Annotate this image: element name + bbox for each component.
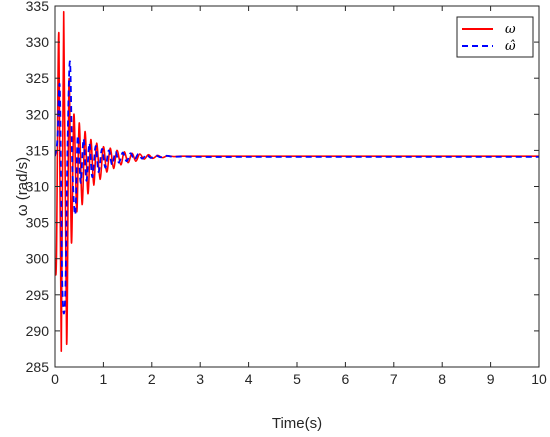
- x-tick-label: 0: [51, 371, 59, 387]
- legend-label-omega-hat: ω̂: [505, 39, 516, 54]
- series-line-omega-hat: [55, 60, 539, 315]
- x-tick-label: 9: [487, 371, 495, 387]
- y-axis-label: ω (rad/s): [14, 157, 31, 216]
- x-tick-label: 5: [293, 371, 301, 387]
- y-tick-label: 320: [26, 106, 50, 122]
- y-tick-label: 300: [26, 251, 50, 267]
- x-tick-label: 8: [438, 371, 446, 387]
- x-tick-label: 3: [196, 371, 204, 387]
- x-axis-label: Time(s): [272, 415, 322, 432]
- legend-label-omega: ω: [505, 22, 516, 37]
- y-tick-label: 290: [26, 323, 50, 339]
- x-tick-label: 6: [342, 371, 350, 387]
- ticks-layer: 0 1 2 3 4 5 6 7 8 9 10 285 290 295 300 305 310 315 320 325 3…: [26, 0, 547, 387]
- y-tick-label: 295: [26, 287, 50, 303]
- y-tick-label: 315: [26, 142, 50, 158]
- y-tick-label: 325: [26, 70, 50, 86]
- y-tick-label: 285: [26, 359, 50, 375]
- legend-box: [456, 16, 534, 58]
- x-tick-label: 7: [390, 371, 398, 387]
- y-tick-label: 310: [26, 179, 50, 195]
- y-tick-label: 335: [26, 0, 50, 14]
- legend: ω ω̂: [456, 16, 534, 58]
- plot-area: [55, 6, 539, 367]
- x-tick-label: 2: [148, 371, 156, 387]
- series-layer: [55, 10, 539, 352]
- x-tick-label: 4: [245, 371, 253, 387]
- y-tick-label: 330: [26, 34, 50, 50]
- y-tick-label: 305: [26, 215, 50, 231]
- x-tick-label: 10: [531, 371, 547, 387]
- x-tick-label: 1: [100, 371, 108, 387]
